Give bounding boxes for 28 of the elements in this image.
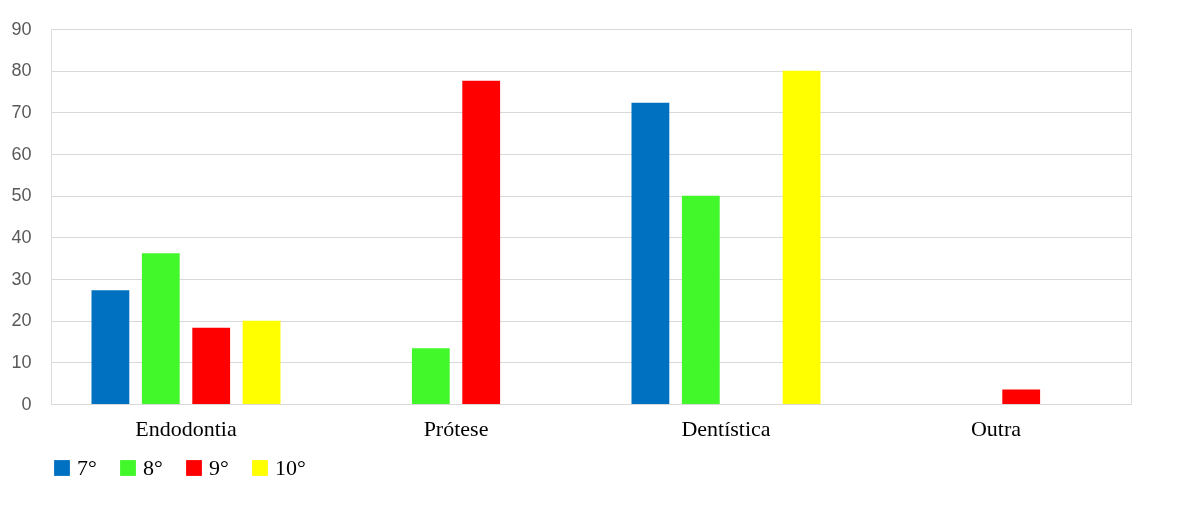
bar: [411, 348, 450, 404]
y-tick-label: 50: [11, 185, 32, 206]
y-tick-label: 20: [11, 310, 32, 331]
bar: [91, 290, 130, 404]
x-tick-label: Prótese: [423, 415, 489, 441]
bar: [242, 320, 281, 404]
y-tick-label: 90: [11, 18, 32, 39]
bar: [192, 327, 231, 404]
legend-label: 10°: [275, 455, 306, 480]
x-tick-label: Dentística: [681, 415, 771, 441]
y-tick-label: 10: [11, 351, 32, 372]
y-tick-label: 40: [11, 226, 32, 247]
legend-label: 8°: [143, 455, 163, 480]
y-tick-label: 60: [11, 143, 32, 164]
y-tick-label: 30: [11, 268, 32, 289]
bar: [782, 70, 821, 404]
bar: [681, 195, 720, 404]
bar: [631, 102, 670, 404]
bar: [141, 253, 180, 404]
bar: [1002, 389, 1041, 404]
legend-label: 7°: [77, 455, 97, 480]
x-tick-label: Endodontia: [135, 415, 237, 441]
bar: [462, 80, 501, 404]
x-tick-label: Outra: [970, 415, 1022, 441]
y-tick-label: 0: [21, 393, 32, 414]
y-tick-label: 80: [11, 60, 32, 81]
legend-label: 9°: [209, 455, 229, 480]
y-tick-label: 70: [11, 101, 32, 122]
